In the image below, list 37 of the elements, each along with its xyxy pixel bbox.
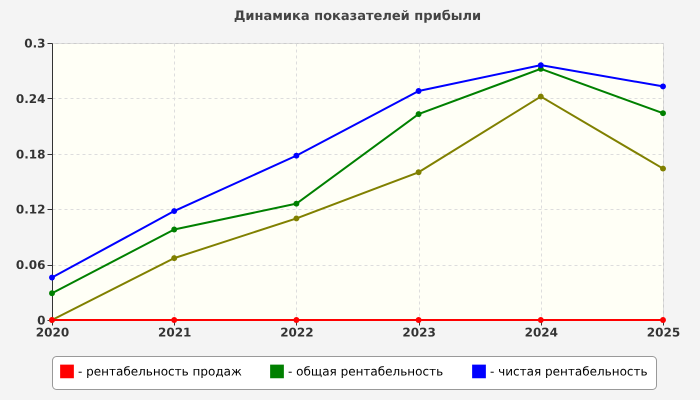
point [416, 88, 422, 94]
point [293, 317, 300, 323]
point [416, 111, 422, 118]
point [660, 166, 666, 172]
point [660, 110, 666, 116]
x-tick-label: 2023 [402, 326, 436, 340]
point [538, 62, 544, 68]
point [660, 317, 666, 323]
y-tick-label: 0 [37, 314, 46, 328]
point [171, 208, 178, 214]
chart-title: Динамика показателей прибыли [234, 9, 482, 24]
legend-label: - рентабельность продаж [78, 364, 242, 378]
y-tick-label: 0.3 [24, 36, 46, 50]
point [538, 94, 544, 100]
x-tick-label: 2025 [646, 326, 680, 340]
y-tick-label: 0.12 [16, 202, 46, 217]
legend-label: - общая рентабельность [288, 364, 444, 378]
point [293, 200, 300, 207]
x-tick-label: 2021 [158, 326, 192, 340]
point [538, 317, 544, 323]
point [49, 290, 55, 296]
x-tick-label: 2022 [280, 326, 314, 340]
point [293, 152, 300, 159]
point [416, 317, 422, 323]
point [49, 274, 55, 280]
point [171, 255, 178, 262]
point [293, 215, 300, 222]
y-tick-label: 0.18 [16, 147, 46, 162]
y-tick-label: 0.06 [16, 258, 46, 272]
point [171, 317, 178, 323]
y-tick-label: 0.24 [16, 92, 46, 106]
x-tick-label: 2020 [36, 326, 70, 340]
point [416, 169, 422, 176]
x-tick-label: 2024 [524, 326, 558, 340]
point [171, 226, 178, 232]
point [660, 83, 666, 90]
legend-label: - чистая рентабельность [490, 364, 648, 378]
